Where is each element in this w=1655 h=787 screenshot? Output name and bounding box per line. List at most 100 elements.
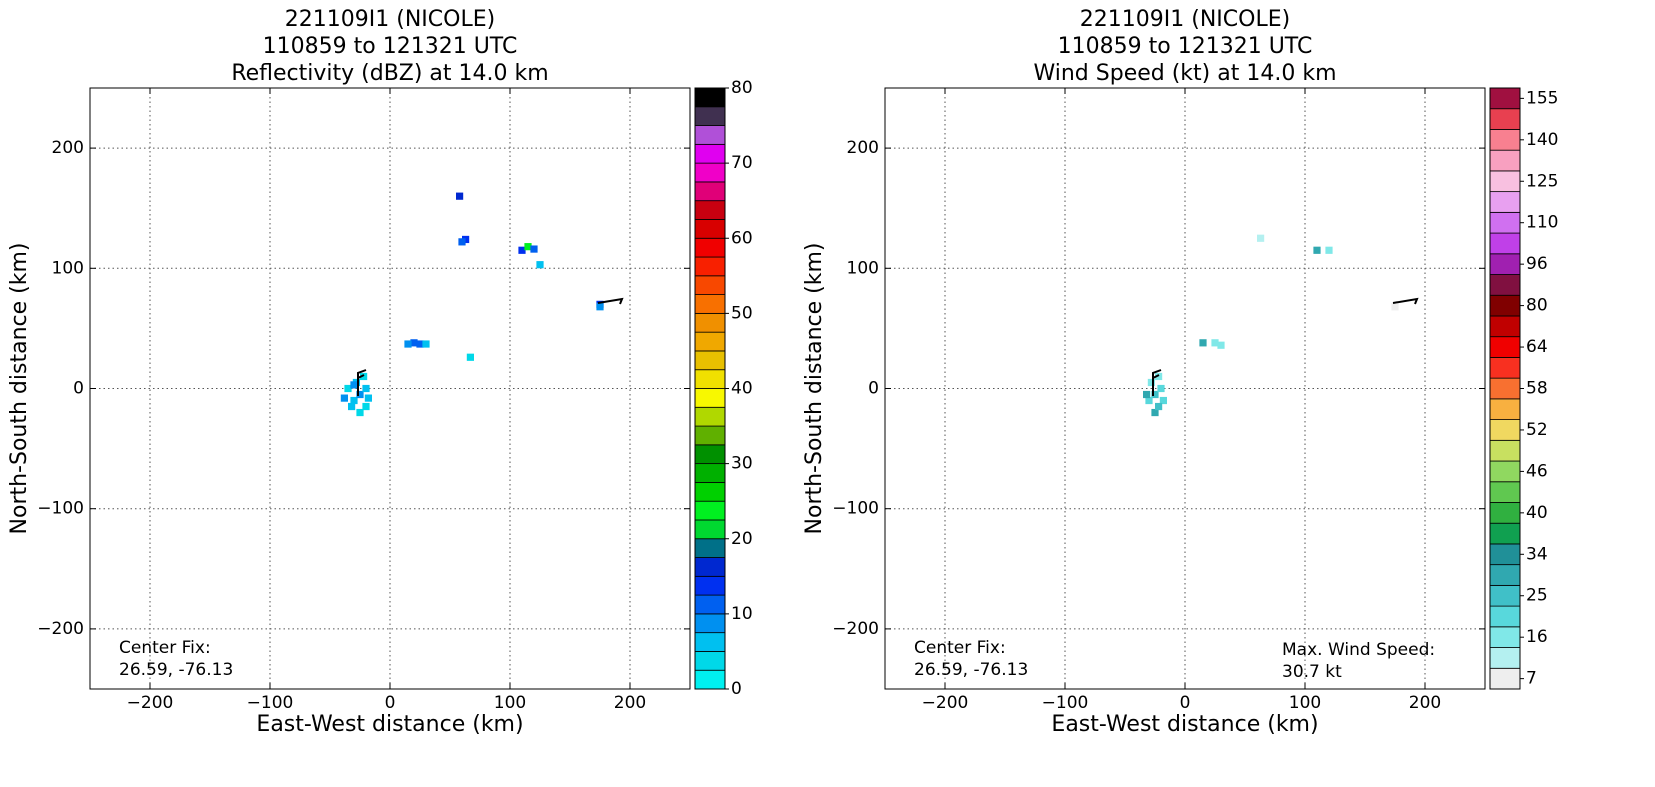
echo-cell	[348, 402, 356, 411]
colorbar-box	[694, 125, 726, 145]
chart-title: Wind Speed (kt) at 14.0 km	[1033, 61, 1336, 86]
colorbar-box	[694, 669, 726, 690]
y-tick-label: −100	[37, 499, 84, 519]
colorbar-tick-label: 46	[1526, 461, 1548, 481]
colorbar-box	[1489, 294, 1521, 317]
colorbar-tick-label: 58	[1526, 379, 1548, 399]
x-tick-label: −100	[247, 693, 294, 713]
colorbar-tick-label: 25	[1526, 586, 1548, 606]
annotation: Center Fix:	[914, 638, 1006, 658]
colorbar-box	[694, 312, 726, 333]
colorbar-box	[1489, 274, 1521, 296]
colorbar-box	[1489, 647, 1521, 669]
colorbar-box	[694, 256, 726, 277]
colorbar-box	[694, 369, 726, 389]
colorbar-box	[1489, 605, 1521, 628]
wind-barb	[1392, 297, 1419, 305]
y-tick-label: 100	[847, 258, 879, 278]
echo-cell	[356, 408, 364, 417]
x-tick-label: 0	[1180, 693, 1191, 713]
colorbar-box	[694, 482, 726, 502]
colorbar-box	[1489, 108, 1521, 130]
echo-cell	[1217, 341, 1225, 349]
echo-cell	[350, 381, 358, 389]
echo-cell	[1151, 390, 1159, 399]
colorbar-box	[1489, 667, 1521, 690]
chart-title: 110859 to 121321 UTC	[263, 34, 518, 59]
chart-title: 221109I1 (NICOLE)	[285, 7, 495, 32]
x-tick-label: 0	[385, 693, 396, 713]
colorbar-box	[694, 143, 726, 164]
colorbar-box	[694, 294, 726, 314]
colorbar-box	[1489, 439, 1521, 462]
colorbar-tick-label: 80	[731, 78, 753, 98]
y-tick-label: 200	[52, 138, 84, 158]
colorbar-box	[694, 87, 726, 108]
colorbar-box	[1489, 191, 1521, 213]
x-tick-label: −200	[922, 693, 969, 713]
colorbar-box	[1489, 170, 1521, 193]
colorbar-box	[694, 275, 726, 295]
colorbar-box	[1489, 543, 1521, 566]
echo-cell	[1313, 246, 1321, 254]
colorbar-box	[1489, 232, 1521, 255]
colorbar-box	[1489, 398, 1521, 420]
colorbar-box	[694, 632, 726, 652]
plot-frame	[89, 87, 691, 690]
colorbar-tick-label: 110	[1526, 213, 1558, 233]
colorbar-box	[694, 444, 726, 465]
colorbar-tick-label: 7	[1526, 669, 1537, 689]
x-tick-label: 200	[1409, 693, 1441, 713]
colorbar-box	[694, 538, 726, 558]
chart-title: 110859 to 121321 UTC	[1058, 34, 1313, 59]
colorbar-tick-label: 40	[731, 379, 753, 399]
colorbar-tick-label: 30	[731, 454, 753, 474]
y-tick-label: −100	[832, 499, 879, 519]
chart-title: 221109I1 (NICOLE)	[1080, 7, 1290, 32]
echo-cell	[350, 396, 358, 405]
colorbar-tick-label: 80	[1526, 296, 1548, 316]
colorbar-box	[1489, 211, 1521, 234]
colorbar-box	[694, 594, 726, 615]
echo-cell	[340, 394, 348, 402]
y-tick-label: 0	[868, 379, 879, 399]
colorbar-box	[694, 106, 726, 126]
echo-cell	[458, 238, 466, 246]
echo-cell	[422, 340, 430, 348]
colorbar-box	[694, 406, 726, 427]
echo-cell	[1145, 396, 1153, 405]
plot-frame	[884, 87, 1486, 690]
echo-cell	[1211, 339, 1219, 347]
y-axis-label: North-South distance (km)	[7, 243, 32, 535]
colorbar-box	[1489, 129, 1521, 151]
colorbar-tick-label: 10	[731, 604, 753, 624]
colorbar-box	[694, 500, 726, 521]
echo-cell	[1155, 402, 1163, 411]
echo-cell	[410, 339, 418, 347]
colorbar-tick-label: 34	[1526, 544, 1548, 564]
echo-cell	[1147, 378, 1155, 387]
echo-cell	[1159, 396, 1167, 405]
colorbar-box	[694, 331, 726, 352]
echo-cell	[360, 372, 368, 381]
echo-cell	[1151, 408, 1159, 417]
colorbar-tick-label: 155	[1526, 88, 1558, 108]
colorbar-box	[694, 519, 726, 540]
y-tick-label: 0	[73, 379, 84, 399]
wind-barb	[1152, 369, 1162, 396]
colorbar-box	[694, 651, 726, 671]
colorbar-box	[694, 575, 726, 596]
colorbar-box	[1489, 481, 1521, 503]
annotation: 30.7 kt	[1282, 662, 1342, 682]
echo-cell	[1157, 384, 1165, 393]
colorbar-box	[1489, 253, 1521, 275]
echo-cell	[536, 261, 544, 269]
colorbar-tick-label: 125	[1526, 171, 1558, 191]
colorbar-box	[1489, 502, 1521, 524]
echo-cell	[1325, 246, 1333, 254]
colorbar-box	[1489, 357, 1521, 379]
annotation: 26.59, -76.13	[914, 660, 1028, 680]
chart-title: Reflectivity (dBZ) at 14.0 km	[231, 61, 548, 86]
colorbar-tick-label: 16	[1526, 627, 1548, 647]
colorbar-tick-label: 52	[1526, 420, 1548, 440]
